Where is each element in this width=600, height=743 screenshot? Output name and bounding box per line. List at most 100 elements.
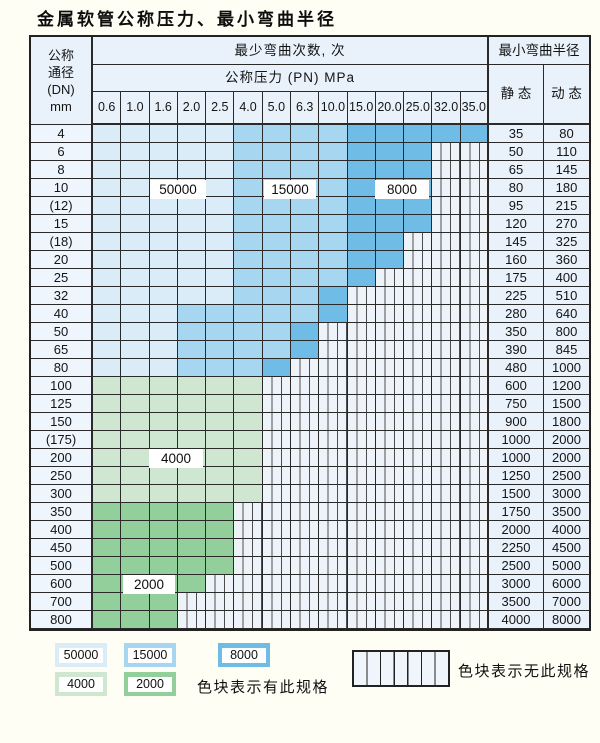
spec-cell [149, 395, 178, 413]
spec-cell [262, 197, 291, 215]
dynamic-cell: 2000 [544, 449, 589, 467]
spec-cell [177, 287, 207, 305]
spec-cell [121, 557, 150, 575]
spec-cell [262, 359, 291, 377]
dynamic-cell: 2000 [544, 431, 589, 449]
spec-cell [404, 413, 433, 431]
spec-cell [206, 521, 235, 539]
spec-cell [460, 179, 489, 197]
dn-cell: 25 [31, 269, 93, 287]
spec-cell [93, 557, 122, 575]
spec-cell [432, 305, 461, 323]
spec-cell [262, 503, 291, 521]
spec-cell [93, 323, 122, 341]
spec-cell [206, 377, 235, 395]
legend-swatch: 15000 [124, 643, 176, 667]
spec-cell [177, 359, 207, 377]
spec-cell [460, 521, 489, 539]
spec-cell [177, 323, 207, 341]
spec-cell [375, 125, 405, 143]
dynamic-cell: 640 [544, 305, 589, 323]
static-cell: 480 [489, 359, 544, 377]
spec-cell [404, 503, 433, 521]
dynamic-cell: 510 [544, 287, 589, 305]
spec-cell [432, 377, 461, 395]
spec-cell [149, 413, 178, 431]
static-cell: 120 [489, 215, 544, 233]
spec-cell [291, 413, 320, 431]
spec-cell [149, 593, 178, 611]
spec-cell [262, 575, 291, 593]
spec-cell [460, 233, 489, 251]
spec-cell [262, 287, 291, 305]
spec-cell [177, 377, 207, 395]
spec-cell [149, 251, 178, 269]
spec-cell [262, 233, 291, 251]
spec-cell [149, 503, 178, 521]
dn-header-line: (DN) [47, 81, 75, 97]
static-cell: 1250 [489, 467, 544, 485]
cycles-label: 15000 [264, 180, 316, 199]
spec-cell [375, 197, 405, 215]
spec-cell [319, 179, 348, 197]
spec-cell [319, 359, 348, 377]
legend-no-spec-swatch [352, 650, 450, 687]
spec-cell [460, 287, 489, 305]
spec-cell [93, 431, 122, 449]
spec-cell [347, 269, 376, 287]
dynamic-cell: 1800 [544, 413, 589, 431]
spec-cell [404, 431, 433, 449]
legend-swatch-label: 15000 [128, 647, 172, 663]
spec-cell [262, 377, 291, 395]
spec-cell [375, 467, 405, 485]
pressure-col-header: 35.0 [460, 92, 489, 125]
spec-cell [460, 467, 489, 485]
dn-cell: 250 [31, 467, 93, 485]
dynamic-cell: 8000 [544, 611, 589, 629]
spec-cell [121, 449, 150, 467]
spec-cell [206, 413, 235, 431]
dynamic-cell: 2500 [544, 467, 589, 485]
dn-header-line: 公称 [47, 47, 74, 63]
pressure-col-header: 0.6 [93, 92, 122, 125]
spec-cell [432, 611, 461, 629]
spec-cell [93, 197, 122, 215]
dynamic-cell: 360 [544, 251, 589, 269]
spec-cell [432, 179, 461, 197]
spec-cell [404, 287, 433, 305]
dn-cell: 150 [31, 413, 93, 431]
spec-cell [375, 431, 405, 449]
spec-cell [460, 413, 489, 431]
static-cell: 95 [489, 197, 544, 215]
spec-cell [375, 485, 405, 503]
spec-cell [206, 233, 235, 251]
spec-cell [234, 287, 263, 305]
spec-cell [432, 449, 461, 467]
spec-cell [347, 287, 376, 305]
spec-cell [375, 395, 405, 413]
spec-cell [177, 611, 207, 629]
spec-cell [347, 557, 376, 575]
spec-cell [319, 467, 348, 485]
spec-cell [291, 485, 320, 503]
spec-cell [319, 341, 348, 359]
static-cell: 750 [489, 395, 544, 413]
dn-cell: 800 [31, 611, 93, 629]
spec-cell [93, 125, 122, 143]
dynamic-cell: 1000 [544, 359, 589, 377]
spec-cell [432, 341, 461, 359]
static-cell: 390 [489, 341, 544, 359]
spec-cell [262, 125, 291, 143]
spec-cell [93, 233, 122, 251]
spec-cell [347, 503, 376, 521]
spec-cell [262, 521, 291, 539]
spec-cell [347, 143, 376, 161]
spec-cell [460, 431, 489, 449]
static-cell: 80 [489, 179, 544, 197]
spec-cell [149, 215, 178, 233]
spec-cell [460, 143, 489, 161]
spec-cell [121, 359, 150, 377]
spec-cell [121, 143, 150, 161]
spec-cell [234, 449, 263, 467]
